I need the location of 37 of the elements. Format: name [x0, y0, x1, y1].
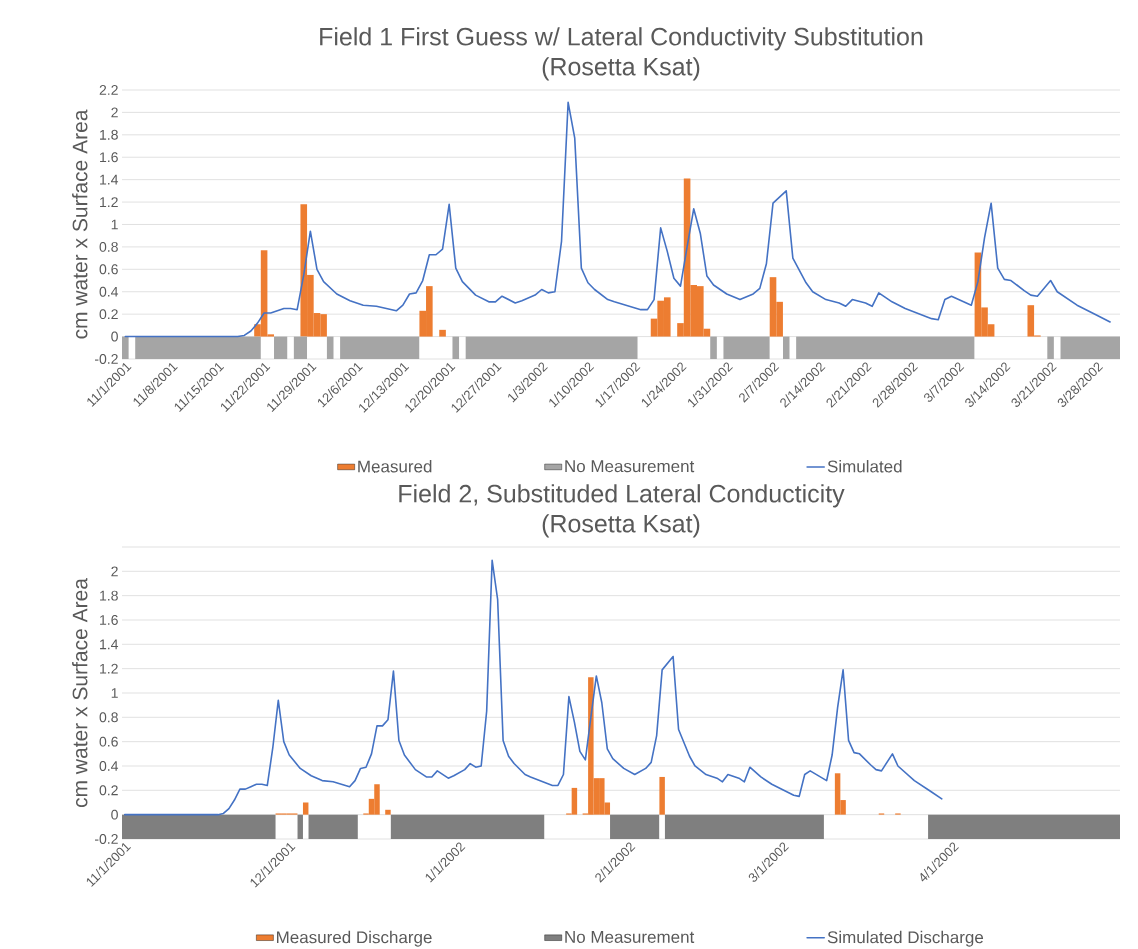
y-axis-title: cm water x Surface Area [72, 578, 88, 808]
y-tick-label: 0.4 [99, 761, 119, 772]
chart-subtitle: (Rosetta Ksat) [542, 57, 700, 81]
chart-title: Field 2, Substituded Lateral Conducticity [399, 484, 845, 508]
y-tick-label: 0.2 [99, 785, 118, 796]
y-tick-label: 0 [111, 331, 118, 342]
y-tick-label: 0.2 [99, 309, 118, 320]
legend-label: No Measurement [565, 931, 695, 944]
y-tick-label: 0.8 [99, 712, 118, 723]
chart-subtitle: (Rosetta Ksat) [542, 514, 700, 538]
y-tick-label: 1.8 [100, 130, 118, 140]
y-tick-label: 1.8 [100, 590, 118, 601]
y-tick-label: 2 [111, 566, 118, 577]
chart-title: Field 1 First Guess w/ Lateral Conductivity Substitution [320, 27, 923, 51]
y-tick-label: -0.2 [94, 834, 118, 845]
y-tick-label: 1 [111, 688, 118, 698]
y-tick-label: 1.6 [100, 615, 118, 626]
y-tick-label: 2 [111, 107, 118, 118]
y-tick-label: 1.2 [100, 197, 118, 208]
legend-label: Simulated Discharge [827, 930, 984, 947]
y-tick-label: 0.6 [99, 264, 118, 275]
y-tick-label: 1.4 [100, 175, 119, 185]
y-tick-label: 0.4 [99, 286, 119, 297]
y-tick-label: 0.6 [99, 736, 118, 747]
y-axis-title: cm water x Surface Area [72, 109, 88, 339]
legend-label: No Measurement [565, 460, 695, 473]
legend-label: Measured [358, 460, 432, 473]
y-tick-label: -0.2 [94, 354, 118, 365]
y-tick-label: 0 [111, 809, 118, 820]
legend-label: Simulated [827, 460, 902, 473]
y-tick-label: 0.8 [99, 242, 118, 253]
y-tick-label: 1 [111, 219, 118, 230]
y-tick-label: 2.2 [99, 85, 118, 96]
legend-label: Measured Discharge [277, 930, 432, 947]
y-tick-label: 1.4 [100, 639, 119, 650]
y-tick-label: 1.2 [100, 663, 118, 674]
y-tick-label: 1.6 [100, 152, 118, 163]
